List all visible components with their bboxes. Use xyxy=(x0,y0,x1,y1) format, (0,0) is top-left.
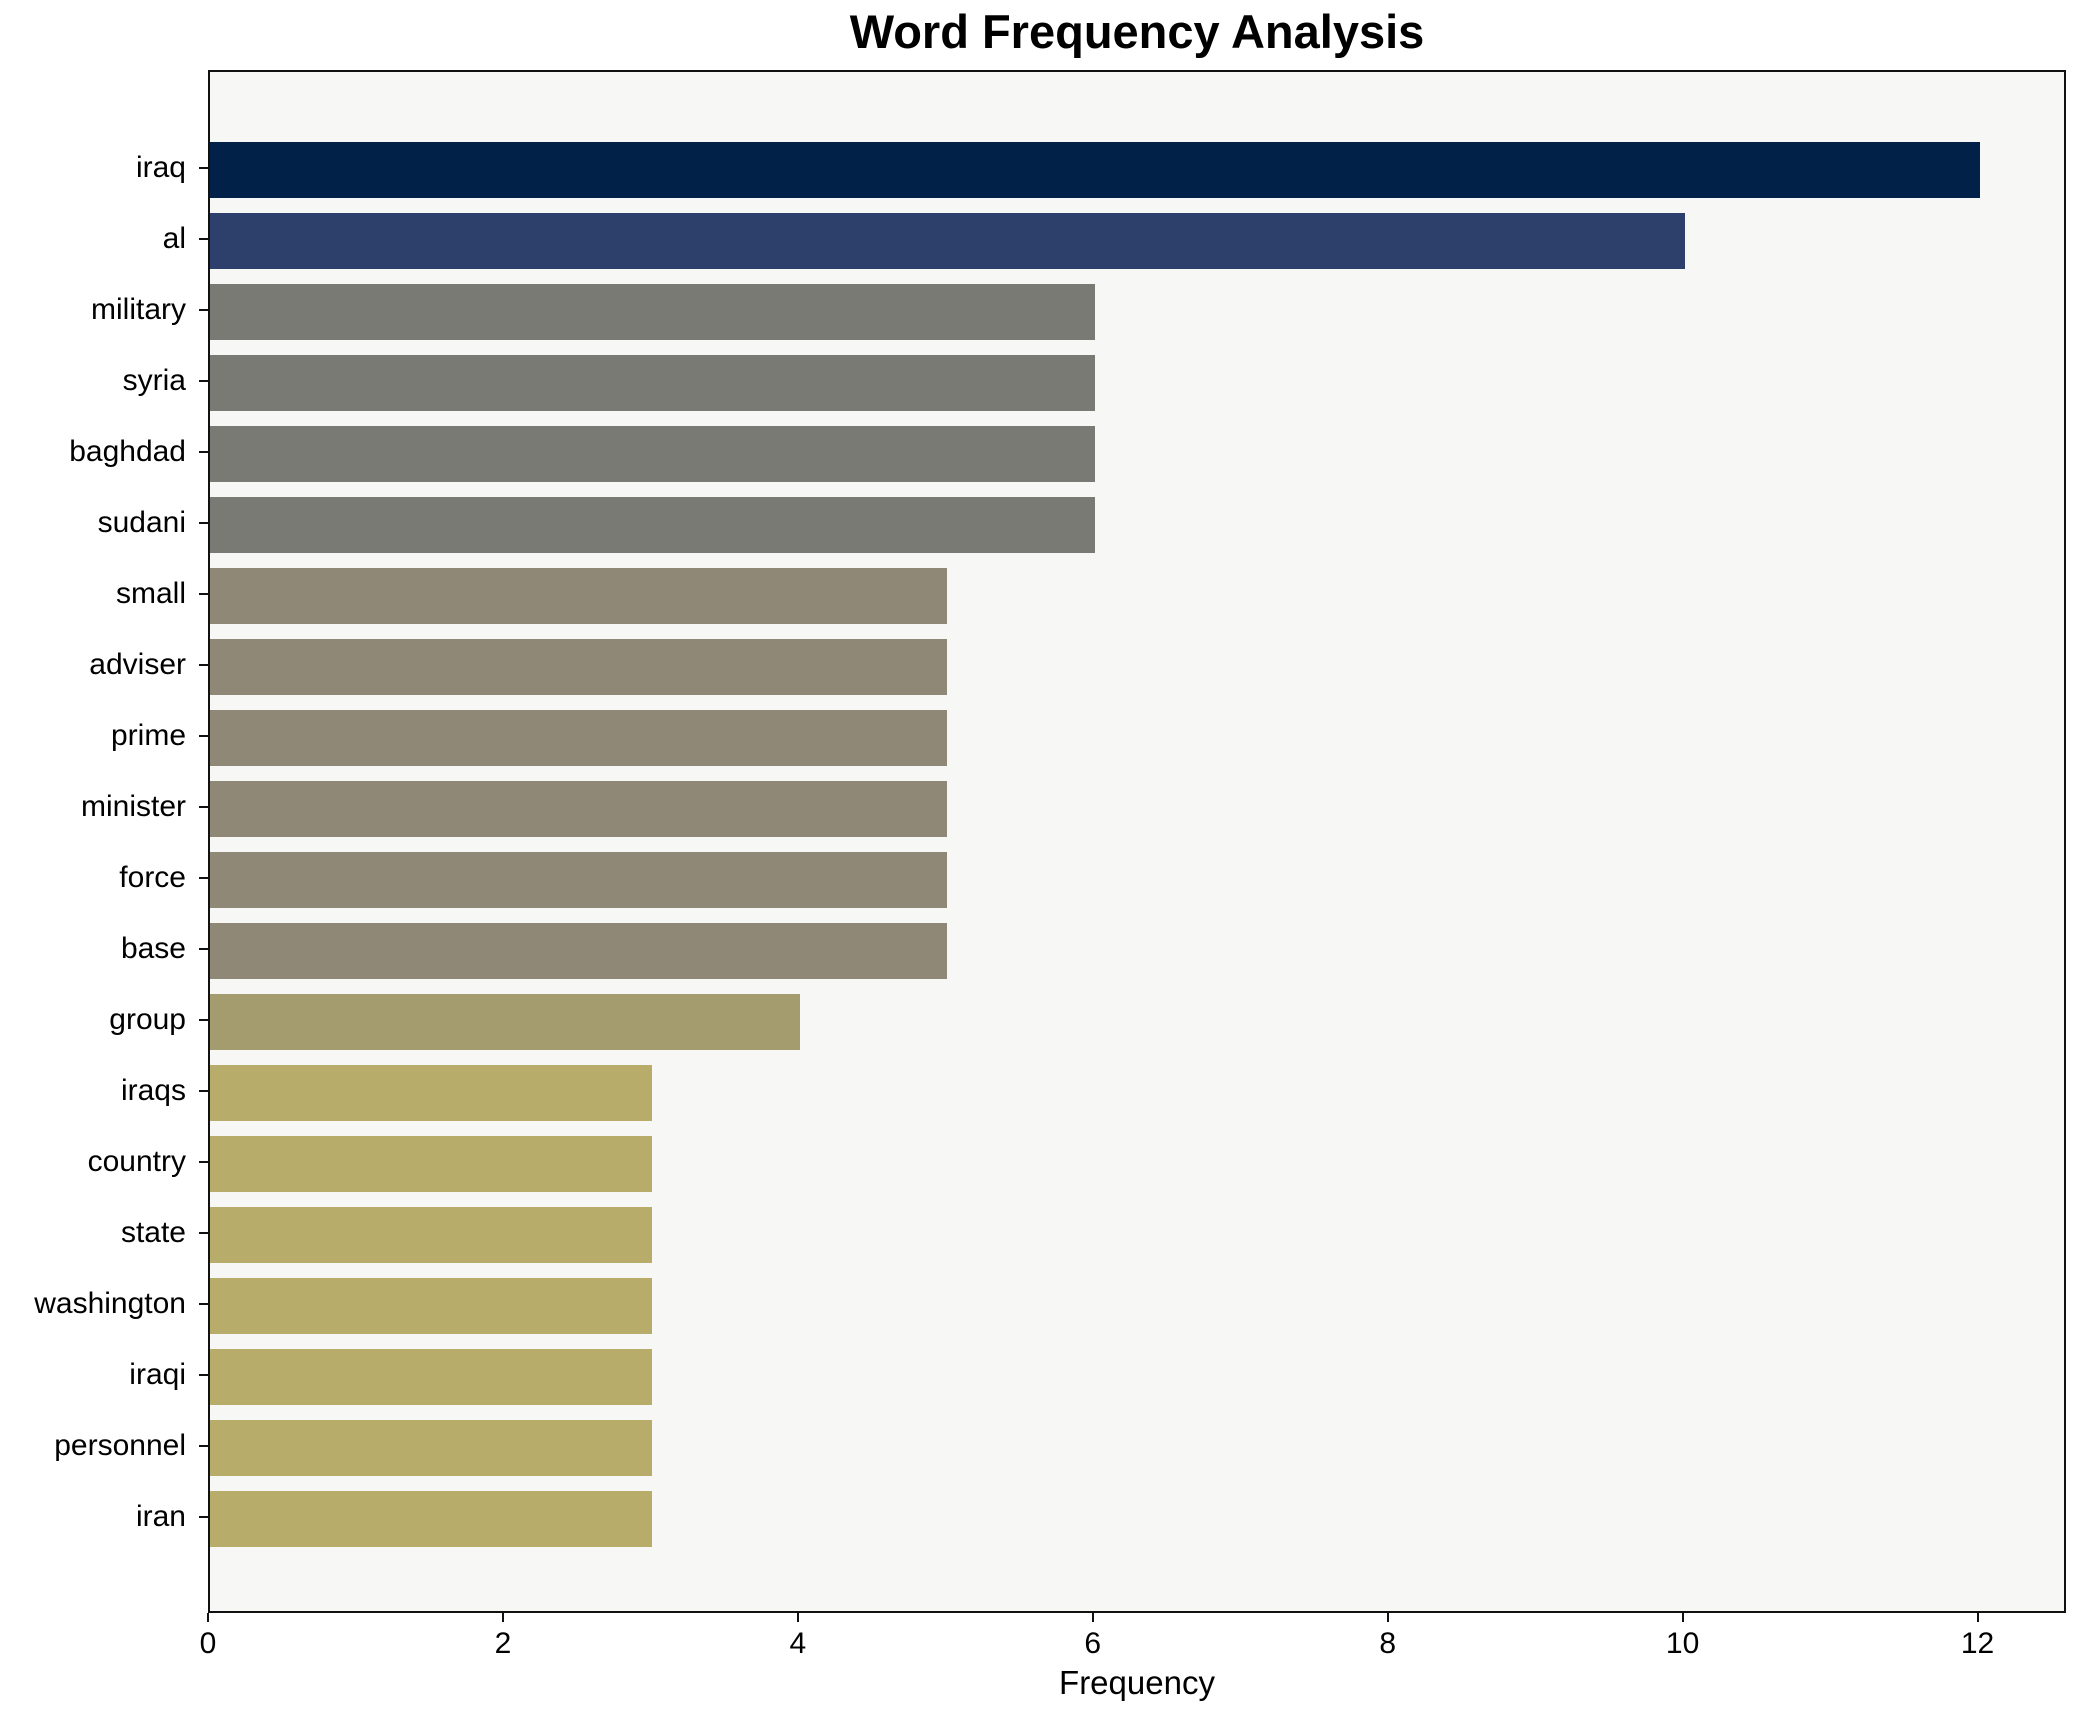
y-tick-label-iran: iran xyxy=(135,1500,186,1533)
y-tick-label-state: state xyxy=(120,1216,186,1249)
y-tick-mark xyxy=(199,948,208,950)
y-tick-label-baghdad: baghdad xyxy=(69,435,186,468)
x-tick-label-0: 0 xyxy=(199,1627,217,1660)
x-tick-mark xyxy=(796,1613,799,1622)
x-tick-mark xyxy=(207,1613,209,1622)
y-tick-mark xyxy=(199,664,208,666)
y-tick-label-base: base xyxy=(120,932,186,965)
y-tick-mark xyxy=(199,1516,208,1518)
y-tick-mark xyxy=(199,522,208,524)
y-tick-label-group: group xyxy=(109,1003,186,1036)
y-tick-mark xyxy=(199,309,208,311)
y-tick-mark xyxy=(199,1161,208,1163)
x-tick-label-6: 6 xyxy=(1084,1627,1102,1660)
bar-iraqi xyxy=(210,1349,653,1405)
bar-country xyxy=(210,1136,653,1192)
y-tick-mark xyxy=(199,451,208,453)
y-tick-mark xyxy=(199,167,208,169)
bar-iraq xyxy=(210,142,1980,198)
x-tick-label-12: 12 xyxy=(1960,1627,1995,1660)
chart-title: Word Frequency Analysis xyxy=(849,5,1425,58)
y-tick-label-country: country xyxy=(87,1145,186,1178)
y-tick-mark xyxy=(199,877,208,879)
x-axis-label: Frequency xyxy=(1059,1664,1215,1701)
bar-iran xyxy=(210,1491,653,1547)
y-tick-label-minister: minister xyxy=(80,790,186,823)
y-tick-label-prime: prime xyxy=(110,719,186,752)
y-tick-mark xyxy=(199,806,208,808)
y-tick-mark xyxy=(199,593,208,595)
y-tick-mark xyxy=(199,1374,208,1376)
y-tick-label-al: al xyxy=(162,222,186,255)
bar-prime xyxy=(210,710,948,766)
bar-military xyxy=(210,284,1095,340)
bar-syria xyxy=(210,355,1095,411)
x-tick-label-4: 4 xyxy=(789,1627,807,1660)
x-tick-mark xyxy=(1386,1613,1389,1622)
bar-group xyxy=(210,994,800,1050)
plot-area xyxy=(208,70,2066,1613)
y-tick-label-force: force xyxy=(119,861,186,894)
bar-small xyxy=(210,568,948,624)
x-tick-mark xyxy=(1091,1613,1094,1622)
bar-washington xyxy=(210,1278,653,1334)
y-tick-label-sudani: sudani xyxy=(97,506,186,539)
y-tick-mark xyxy=(199,1019,208,1021)
y-tick-label-iraq: iraq xyxy=(135,151,186,184)
x-tick-mark xyxy=(1976,1613,1979,1622)
y-tick-mark xyxy=(199,1445,208,1447)
bar-sudani xyxy=(210,497,1095,553)
x-tick-mark xyxy=(1681,1613,1684,1622)
y-tick-mark xyxy=(199,735,208,737)
y-tick-label-syria: syria xyxy=(122,364,186,397)
x-tick-mark xyxy=(501,1613,504,1622)
y-tick-mark xyxy=(199,1090,208,1092)
bar-baghdad xyxy=(210,426,1095,482)
y-tick-label-military: military xyxy=(91,293,186,326)
y-tick-mark xyxy=(199,1303,208,1305)
bar-minister xyxy=(210,781,948,837)
y-tick-label-adviser: adviser xyxy=(89,648,186,681)
y-tick-label-personnel: personnel xyxy=(54,1429,186,1462)
x-axis: 0 2 4 6 8 10 12 xyxy=(200,1613,2066,1713)
bar-base xyxy=(210,923,948,979)
y-tick-label-iraqi: iraqi xyxy=(129,1358,186,1391)
bar-iraqs xyxy=(210,1065,653,1121)
y-tick-mark xyxy=(199,380,208,382)
y-tick-label-washington: washington xyxy=(34,1287,186,1320)
y-tick-mark xyxy=(199,238,208,240)
bar-adviser xyxy=(210,639,948,695)
bar-al xyxy=(210,213,1685,269)
y-tick-label-small: small xyxy=(115,577,186,610)
y-tick-label-iraqs: iraqs xyxy=(120,1074,186,1107)
y-axis: iraq al military syria baghdad sudani small adv… xyxy=(0,70,208,1613)
x-tick-label-8: 8 xyxy=(1379,1627,1397,1660)
bar-force xyxy=(210,852,948,908)
bar-personnel xyxy=(210,1420,653,1476)
x-tick-label-10: 10 xyxy=(1665,1627,1700,1660)
x-tick-label-2: 2 xyxy=(494,1627,512,1660)
y-tick-mark xyxy=(199,1232,208,1234)
bar-state xyxy=(210,1207,653,1263)
